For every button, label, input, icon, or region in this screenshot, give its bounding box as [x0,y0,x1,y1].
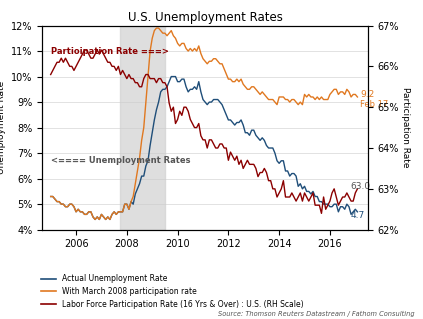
Text: <==== Unemployment Rates: <==== Unemployment Rates [51,156,190,165]
Bar [121,26,165,230]
Text: Partioipation Rate ===>: Partioipation Rate ===> [51,47,168,56]
Text: Source: Thomson Reuters Datastream / Fathom Consulting: Source: Thomson Reuters Datastream / Fat… [218,311,415,317]
Text: 9.2: 9.2 [360,90,374,99]
Text: 63.0: 63.0 [350,182,371,191]
Text: 4.7: 4.7 [350,211,365,220]
Legend: Actual Unemployment Rate, With March 2008 participation rate, Labor Force Partic: Actual Unemployment Rate, With March 200… [38,271,307,312]
Y-axis label: Participation Rate: Participation Rate [401,87,410,168]
Text: Feb 17: Feb 17 [360,100,388,109]
Title: U.S. Unemployment Rates: U.S. Unemployment Rates [128,11,283,24]
Y-axis label: Unemployment Rate: Unemployment Rate [0,81,5,174]
